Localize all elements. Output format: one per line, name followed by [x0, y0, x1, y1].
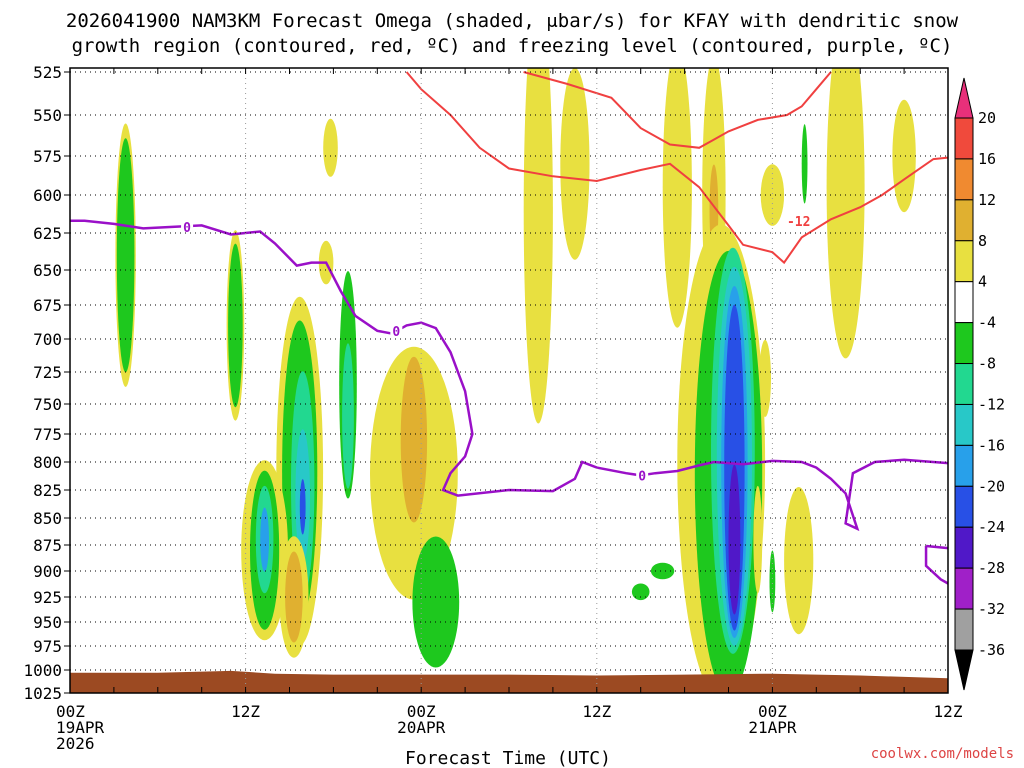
colorbar-label-8: -16 [978, 436, 1005, 454]
y-tick-label-750: 750 [33, 395, 62, 414]
omega-region-10 [342, 343, 354, 489]
colorbar-swatch-11 [954, 567, 974, 610]
y-tick-label-925: 925 [33, 588, 62, 607]
freezing-level-contour [70, 219, 948, 532]
colorbar-label-4: 4 [978, 273, 987, 291]
colorbar-swatch-6 [954, 363, 974, 405]
chart-title-line1: 2026041900 NAM3KM Forecast Omega (shaded… [66, 10, 959, 32]
omega-region-18 [400, 356, 428, 523]
y-tick-label-600: 600 [33, 186, 62, 205]
omega-region-40 [753, 485, 763, 594]
colorbar-label-1: 16 [978, 150, 996, 168]
omega-region-15 [323, 118, 338, 177]
dgz-contour-0 [405, 71, 948, 265]
omega-region-43 [650, 562, 675, 580]
omega-region-42 [784, 486, 814, 635]
x-axis-title: Forecast Time (UTC) [405, 748, 611, 768]
omega-region-28 [760, 164, 785, 226]
x-tick-label-12-0: 12Z [231, 702, 260, 721]
y-tick-label-825: 825 [33, 481, 62, 500]
omega-region-39 [728, 464, 741, 615]
colorbar-swatch-3 [954, 240, 974, 283]
omega-region-20 [285, 551, 303, 643]
y-tick-label-850: 850 [33, 509, 62, 528]
y-tick-label-975: 975 [33, 637, 62, 656]
freezing-level-contour-3 [925, 544, 948, 550]
omega-region-29 [801, 124, 808, 204]
freezing-label-1: 0 [183, 221, 191, 236]
dgz-label-bg [784, 212, 813, 228]
x-tick-label-0-2: 2026 [56, 734, 95, 753]
omega-region-3 [228, 243, 243, 408]
y-tick-label-1000: 1000 [23, 661, 62, 680]
x-tick-label-24-1: 20APR [397, 718, 446, 737]
omega-region-25 [662, 68, 692, 328]
colorbar-top-arrow [954, 77, 974, 119]
y-tick-label-1025: 1025 [23, 684, 62, 703]
x-tick-label-48-1: 21APR [748, 718, 797, 737]
colorbar-swatch-9 [954, 485, 974, 528]
omega-region-8 [299, 479, 306, 535]
omega-region-22 [631, 583, 650, 601]
y-tick-label-950: 950 [33, 613, 62, 632]
chart-title-line2: growth region (contoured, red, ºC) and f… [72, 35, 953, 57]
colorbar-swatch-10 [954, 526, 974, 569]
y-tick-label-675: 675 [33, 296, 62, 315]
x-tick-label-36-0: 12Z [582, 702, 611, 721]
omega-region-23 [523, 68, 553, 424]
freezing-label-2-bg [390, 322, 403, 338]
y-tick-label-650: 650 [33, 261, 62, 280]
freezing-label-3-bg [636, 467, 649, 483]
x-tick-label-60-0: 12Z [934, 702, 963, 721]
freezing-level-contour-2 [924, 546, 948, 585]
dgz-label: -12 [787, 215, 810, 230]
colorbar-swatch-0 [954, 117, 974, 160]
colorbar-label-10: -24 [978, 518, 1005, 536]
y-tick-label-700: 700 [33, 330, 62, 349]
colorbar-label-9: -20 [978, 477, 1005, 495]
colorbar-label-3: 8 [978, 232, 987, 250]
omega-region-14 [260, 507, 269, 572]
plot-frame [69, 67, 949, 694]
colorbar-swatch-7 [954, 403, 974, 446]
y-tick-label-725: 725 [33, 363, 62, 382]
colorbar-swatch-4 [954, 281, 974, 324]
y-tick-label-525: 525 [33, 63, 62, 82]
colorbar-label-13: -36 [978, 641, 1005, 659]
y-tick-label-900: 900 [33, 562, 62, 581]
colorbar-swatch-12 [954, 608, 974, 651]
colorbar-label-7: -12 [978, 395, 1005, 413]
omega-region-21 [412, 536, 460, 668]
freezing-label-3: 0 [638, 469, 646, 484]
colorbar-label-6: -8 [978, 355, 996, 373]
omega-region-1 [116, 138, 135, 373]
y-tick-label-775: 775 [33, 425, 62, 444]
x-tick-label-24-0: 00Z [407, 702, 436, 721]
colorbar-label-11: -28 [978, 559, 1005, 577]
colorbar-label-5: -4 [978, 314, 996, 332]
colorbar-swatch-1 [954, 158, 974, 201]
credit-text: coolwx.com/models [871, 746, 1014, 762]
colorbar-bottom-arrow [954, 649, 974, 691]
x-tick-label-0-1: 19APR [56, 718, 105, 737]
y-tick-label-875: 875 [33, 536, 62, 555]
y-tick-label-575: 575 [33, 147, 62, 166]
colorbar-label-2: 12 [978, 191, 996, 209]
y-tick-label-800: 800 [33, 453, 62, 472]
omega-region-24 [560, 68, 590, 260]
x-tick-label-0-0: 00Z [56, 702, 85, 721]
y-tick-label-550: 550 [33, 106, 62, 125]
freezing-label-1-bg [181, 218, 194, 234]
dgz-contour-1 [523, 71, 832, 149]
colorbar-swatch-8 [954, 444, 974, 487]
y-tick-label-625: 625 [33, 224, 62, 243]
x-tick-label-48-0: 00Z [758, 702, 787, 721]
colorbar-label-12: -32 [978, 600, 1005, 618]
colorbar-swatch-5 [954, 322, 974, 365]
freezing-label-2: 0 [392, 325, 400, 340]
surface-terrain [70, 670, 948, 693]
colorbar-swatch-2 [954, 199, 974, 242]
colorbar-label-0: 20 [978, 109, 996, 127]
